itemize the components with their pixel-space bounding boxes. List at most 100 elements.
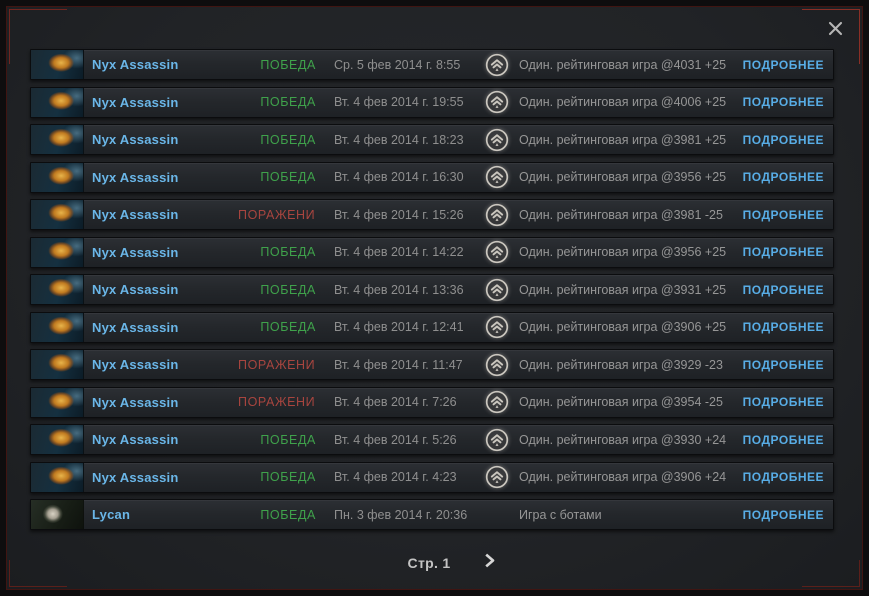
game-mode-text: Один. рейтинговая игра @4006 +25 xyxy=(519,95,727,109)
match-row: Nyx Assassin ПОБЕДА Вт. 4 фев 2014 г. 4:… xyxy=(30,461,834,493)
match-result: ПОБЕДА xyxy=(260,57,316,72)
match-result: ПОБЕДА xyxy=(260,507,316,522)
close-icon xyxy=(828,21,843,36)
hero-name: Nyx Assassin xyxy=(92,244,179,260)
hero-name: Nyx Assassin xyxy=(92,169,179,185)
details-button[interactable]: ПОДРОБНЕЕ xyxy=(742,507,824,522)
hero-name: Nyx Assassin xyxy=(92,319,179,335)
ranked-match-icon xyxy=(485,53,509,77)
hero-name: Nyx Assassin xyxy=(92,282,179,297)
game-mode-text: Один. рейтинговая игра @3981 +25 xyxy=(519,132,727,147)
hero-name: Nyx Assassin xyxy=(92,207,179,222)
match-date: Вт. 4 фев 2014 г. 5:26 xyxy=(334,432,457,447)
game-mode-text: Один. рейтинговая игра @3930 +24 xyxy=(519,432,727,447)
match-date: Вт. 4 фев 2014 г. 19:55 xyxy=(334,95,464,109)
match-result: ПОБЕДА xyxy=(260,282,316,297)
details-button[interactable]: ПОДРОБНЕЕ xyxy=(742,207,824,222)
match-date: Вт. 4 фев 2014 г. 14:22 xyxy=(334,245,464,259)
ranked-match-icon xyxy=(485,90,509,114)
match-date: Пн. 3 фев 2014 г. 20:36 xyxy=(334,507,468,522)
hero-name: Nyx Assassin xyxy=(92,57,179,72)
game-mode-text: Один. рейтинговая игра @3906 +25 xyxy=(519,320,727,334)
match-result: ПОБЕДА xyxy=(260,132,316,147)
match-row: Nyx Assassin ПОБЕДА Вт. 4 фев 2014 г. 18… xyxy=(30,124,834,155)
match-row: Nyx Assassin ПОБЕДА Вт. 4 фев 2014 г. 13… xyxy=(30,274,834,305)
hero-name: Nyx Assassin xyxy=(92,94,179,110)
match-result: ПОБЕДА xyxy=(260,470,316,484)
details-button[interactable]: ПОДРОБНЕЕ xyxy=(742,357,824,372)
hero-portrait xyxy=(31,125,84,154)
hero-portrait xyxy=(31,162,84,192)
game-mode-text: Один. рейтинговая игра @3929 -23 xyxy=(519,357,723,372)
match-row: Nyx Assassin ПОБЕДА Ср. 5 фев 2014 г. 8:… xyxy=(30,49,834,80)
hero-portrait xyxy=(31,462,84,492)
ranked-match-icon xyxy=(485,315,509,339)
ranked-match-icon xyxy=(485,278,509,302)
hero-name: Nyx Assassin xyxy=(92,469,179,485)
game-mode-text: Один. рейтинговая игра @3956 +25 xyxy=(519,170,727,184)
match-row: Nyx Assassin ПОБЕДА Вт. 4 фев 2014 г. 5:… xyxy=(30,424,834,455)
ranked-match-icon xyxy=(485,390,509,414)
match-result: ПОБЕДА xyxy=(260,432,316,447)
game-mode-text: Один. рейтинговая игра @3906 +24 xyxy=(519,470,727,484)
match-result: ПОБЕДА xyxy=(260,245,316,259)
match-row: Nyx Assassin ПОБЕДА Вт. 4 фев 2014 г. 14… xyxy=(30,236,834,268)
next-page-button[interactable] xyxy=(482,551,497,575)
match-date: Вт. 4 фев 2014 г. 18:23 xyxy=(334,132,464,147)
hero-portrait xyxy=(31,237,84,267)
ranked-match-icon xyxy=(485,128,509,152)
details-button[interactable]: ПОДРОБНЕЕ xyxy=(742,245,824,259)
game-mode-text: Игра с ботами xyxy=(519,507,602,522)
ranked-match-icon xyxy=(485,428,509,452)
details-button[interactable]: ПОДРОБНЕЕ xyxy=(742,57,824,72)
hero-name: Nyx Assassin xyxy=(92,132,179,147)
hero-portrait xyxy=(31,50,84,79)
match-date: Ср. 5 фев 2014 г. 8:55 xyxy=(334,57,461,72)
details-button[interactable]: ПОДРОБНЕЕ xyxy=(742,470,824,484)
game-mode-text: Один. рейтинговая игра @3956 +25 xyxy=(519,245,727,259)
details-button[interactable]: ПОДРОБНЕЕ xyxy=(742,95,824,109)
match-date: Вт. 4 фев 2014 г. 11:47 xyxy=(334,357,463,372)
match-date: Вт. 4 фев 2014 г. 4:23 xyxy=(334,470,457,484)
hero-name: Lycan xyxy=(92,507,131,522)
match-row: Nyx Assassin ПОРАЖЕНИЕ Вт. 4 фев 2014 г.… xyxy=(30,199,834,230)
match-result: ПОРАЖЕНИЕ xyxy=(238,357,316,372)
match-date: Вт. 4 фев 2014 г. 13:36 xyxy=(334,282,464,297)
details-button[interactable]: ПОДРОБНЕЕ xyxy=(742,320,824,334)
pagination: Стр. 1 xyxy=(18,551,869,575)
hero-portrait xyxy=(31,500,84,529)
details-button[interactable]: ПОДРОБНЕЕ xyxy=(742,282,824,297)
hero-portrait xyxy=(31,275,84,304)
match-result: ПОРАЖЕНИЕ xyxy=(238,207,316,222)
match-row: Nyx Assassin ПОБЕДА Вт. 4 фев 2014 г. 19… xyxy=(30,86,834,118)
hero-portrait xyxy=(31,312,84,342)
game-mode-text: Один. рейтинговая игра @3981 -25 xyxy=(519,207,723,222)
match-date: Вт. 4 фев 2014 г. 12:41 xyxy=(334,320,464,334)
hero-portrait xyxy=(31,350,84,379)
match-result: ПОБЕДА xyxy=(260,95,316,109)
details-button[interactable]: ПОДРОБНЕЕ xyxy=(742,395,824,409)
match-result: ПОРАЖЕНИЕ xyxy=(238,395,316,409)
game-mode-text: Один. рейтинговая игра @4031 +25 xyxy=(519,57,727,72)
match-row: Nyx Assassin ПОРАЖЕНИЕ Вт. 4 фев 2014 г.… xyxy=(30,386,834,418)
ranked-match-icon xyxy=(485,203,509,227)
details-button[interactable]: ПОДРОБНЕЕ xyxy=(742,432,824,447)
ranked-match-icon xyxy=(485,165,509,189)
match-row: Nyx Assassin ПОБЕДА Вт. 4 фев 2014 г. 12… xyxy=(30,311,834,343)
match-row: Lycan ПОБЕДА Пн. 3 фев 2014 г. 20:36 Игр… xyxy=(30,499,834,530)
match-row: Nyx Assassin ПОБЕДА Вт. 4 фев 2014 г. 16… xyxy=(30,161,834,193)
details-button[interactable]: ПОДРОБНЕЕ xyxy=(742,132,824,147)
game-mode-text: Один. рейтинговая игра @3954 -25 xyxy=(519,395,723,409)
match-date: Вт. 4 фев 2014 г. 15:26 xyxy=(334,207,464,222)
ranked-match-icon xyxy=(485,465,509,489)
chevron-right-icon xyxy=(484,553,495,573)
page-number: Стр. 1 xyxy=(407,555,451,571)
details-button[interactable]: ПОДРОБНЕЕ xyxy=(742,170,824,184)
ranked-match-icon xyxy=(485,240,509,264)
hero-name: Nyx Assassin xyxy=(92,394,179,410)
ranked-match-icon xyxy=(485,353,509,377)
hero-name: Nyx Assassin xyxy=(92,357,179,372)
game-mode-text: Один. рейтинговая игра @3931 +25 xyxy=(519,282,727,297)
close-button[interactable] xyxy=(825,18,845,38)
